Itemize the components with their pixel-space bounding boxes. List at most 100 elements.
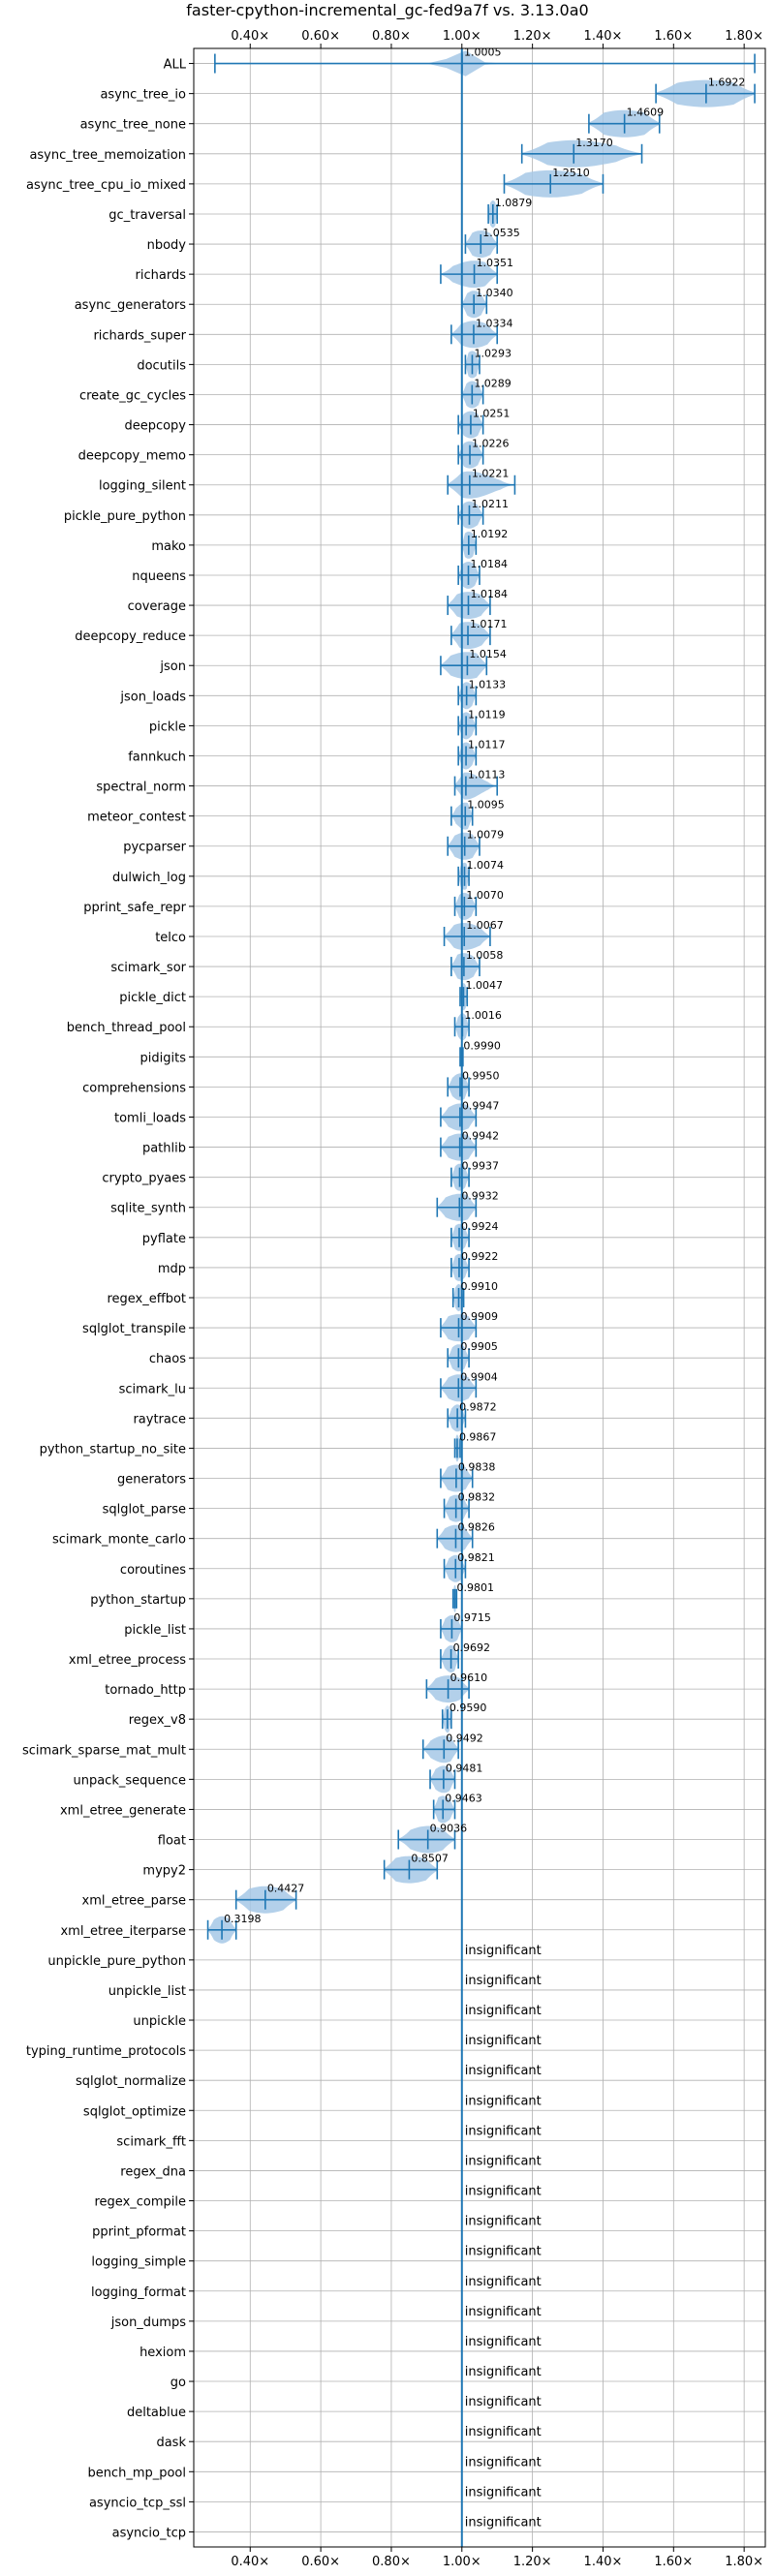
benchmark-label: nqueens [132, 569, 186, 584]
value-label: 0.8507 [411, 1853, 449, 1865]
value-label: 0.9924 [461, 1220, 499, 1233]
benchmark-label: pprint_safe_repr [83, 901, 186, 915]
benchmark-label: asyncio_tcp_ssl [89, 2496, 186, 2510]
benchmark-label: unpickle_pure_python [47, 1954, 186, 1969]
value-label: 0.9801 [457, 1581, 495, 1594]
insignificant-label: insignificant [465, 2485, 542, 2499]
benchmark-label: crypto_pyaes [102, 1172, 186, 1186]
x-tick-label-top: 0.80× [372, 29, 411, 44]
benchmark-label: tomli_loads [114, 1111, 186, 1125]
benchmark-label: async_tree_memoization [29, 148, 186, 163]
benchmark-label: pathlib [142, 1142, 186, 1156]
value-label: 0.9947 [462, 1099, 500, 1112]
x-tick-label-top: 0.60× [301, 29, 340, 44]
benchmark-label: scimark_monte_carlo [52, 1533, 186, 1548]
chart-title: faster-cpython-incremental_gc-fed9a7f vs… [186, 1, 589, 19]
benchmark-label: richards_super [93, 328, 186, 343]
x-tick-label-bottom: 1.40× [584, 2555, 623, 2569]
benchmark-label: deepcopy_reduce [75, 629, 186, 644]
x-tick-label-bottom: 0.40× [231, 2555, 269, 2569]
benchmark-label: regex_v8 [129, 1713, 186, 1728]
insignificant-label: insignificant [465, 2365, 542, 2379]
value-label: 0.9821 [457, 1551, 495, 1564]
value-label: 0.9481 [446, 1762, 483, 1774]
value-label: 1.0117 [468, 738, 506, 751]
benchmark-label: dask [156, 2436, 186, 2450]
insignificant-label: insignificant [465, 2245, 542, 2259]
x-tick-label-bottom: 1.80× [725, 2555, 763, 2569]
insignificant-label: insignificant [465, 2335, 542, 2349]
x-tick-label-bottom: 1.60× [654, 2555, 693, 2569]
benchmark-label: create_gc_cycles [79, 388, 186, 403]
value-label: 1.0095 [467, 799, 505, 812]
value-label: 1.0016 [464, 1009, 501, 1022]
benchmark-label: fannkuch [128, 750, 186, 764]
value-label: 1.0340 [476, 287, 513, 299]
value-label: 1.0293 [474, 347, 512, 359]
value-label: 0.9036 [430, 1823, 468, 1835]
benchmark-label: docutils [137, 358, 186, 373]
plot-frame [193, 47, 766, 2548]
value-label: 0.9942 [462, 1130, 499, 1143]
value-label-layer: 1.0005 1.6922 1.4609 1.3170 1.2510 1.0879 1.05… [224, 46, 745, 2530]
value-label: 1.0113 [468, 769, 505, 782]
value-label: 1.0351 [477, 257, 514, 269]
value-label: 0.9922 [461, 1250, 498, 1263]
insignificant-label: insignificant [465, 2305, 542, 2319]
value-label: 0.9610 [450, 1671, 488, 1684]
benchmark-label: scimark_sor [110, 961, 186, 975]
x-tick-label-top: 1.00× [443, 29, 481, 44]
value-label: 1.0192 [471, 528, 509, 540]
benchmark-label: sqlite_synth [110, 1202, 186, 1216]
value-label: 1.0058 [466, 949, 504, 962]
value-label: 1.0005 [464, 46, 502, 59]
value-label: 0.9872 [459, 1400, 497, 1413]
benchmark-label: pickle_pure_python [64, 509, 186, 524]
insignificant-label: insignificant [465, 2275, 542, 2289]
value-label: 1.6922 [708, 77, 746, 89]
value-label: 0.9909 [460, 1310, 498, 1323]
benchmark-label: regex_dna [120, 2164, 186, 2179]
value-label: 0.9463 [445, 1792, 482, 1804]
benchmark-label: async_generators [75, 298, 187, 313]
x-tick-label-bottom: 0.80× [372, 2555, 411, 2569]
benchmark-label: bench_thread_pool [67, 1021, 186, 1035]
benchmark-label: unpickle_list [108, 1984, 186, 1999]
benchmark-label: sqlglot_optimize [83, 2104, 186, 2119]
value-label: 1.0154 [469, 648, 507, 660]
benchmark-label: pprint_pformat [92, 2225, 186, 2240]
benchmark-label: python_startup [90, 1593, 186, 1608]
value-label: 1.0289 [474, 377, 512, 389]
benchmark-label: xml_etree_generate [60, 1803, 186, 1818]
benchmark-label: json_dumps [110, 2315, 186, 2330]
axis-layer: 0.40× 0.40× 0.60× 0.60× 0.80× 0.80× 1.00× 1.00×… [22, 29, 766, 2569]
value-label: 0.9590 [450, 1702, 487, 1714]
value-label: 0.4427 [267, 1883, 305, 1895]
benchmark-label: deepcopy_memo [78, 449, 186, 464]
benchmark-label: regex_compile [94, 2195, 186, 2210]
benchmark-label: async_tree_none [80, 118, 186, 133]
x-tick-label-top: 1.40× [584, 29, 623, 44]
benchmark-label: coverage [128, 599, 186, 614]
benchmark-label: xml_etree_parse [82, 1894, 186, 1909]
x-tick-label-bottom: 1.00× [443, 2555, 481, 2569]
insignificant-label: insignificant [465, 2064, 542, 2078]
benchmark-label: async_tree_io [100, 88, 186, 103]
value-label: 0.9990 [463, 1039, 500, 1052]
benchmark-label: mdp [158, 1262, 186, 1276]
benchmark-label: gc_traversal [108, 208, 186, 223]
value-label: 0.9492 [446, 1732, 483, 1744]
insignificant-label: insignificant [465, 2425, 542, 2439]
value-label: 0.9905 [460, 1340, 498, 1353]
value-label: 1.0334 [476, 317, 513, 329]
value-label: 0.9832 [458, 1491, 496, 1504]
benchmark-label: python_startup_no_site [40, 1442, 186, 1457]
benchmark-label: regex_effbot [107, 1292, 186, 1306]
benchmark-label: json [159, 659, 186, 674]
insignificant-label: insignificant [465, 2124, 542, 2138]
benchmark-label: telco [155, 931, 186, 945]
value-label: 1.0119 [468, 708, 506, 721]
value-label: 0.9932 [461, 1190, 499, 1203]
insignificant-label: insignificant [465, 2215, 542, 2229]
x-tick-label-top: 1.80× [725, 29, 763, 44]
